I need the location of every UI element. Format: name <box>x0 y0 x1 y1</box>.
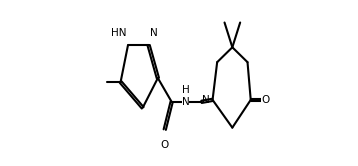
Text: H: H <box>182 85 189 95</box>
Text: HN: HN <box>111 28 127 38</box>
Text: N: N <box>202 95 209 105</box>
Text: N: N <box>150 28 158 38</box>
Text: O: O <box>261 95 270 105</box>
Text: N: N <box>182 97 189 107</box>
Text: O: O <box>161 140 169 150</box>
